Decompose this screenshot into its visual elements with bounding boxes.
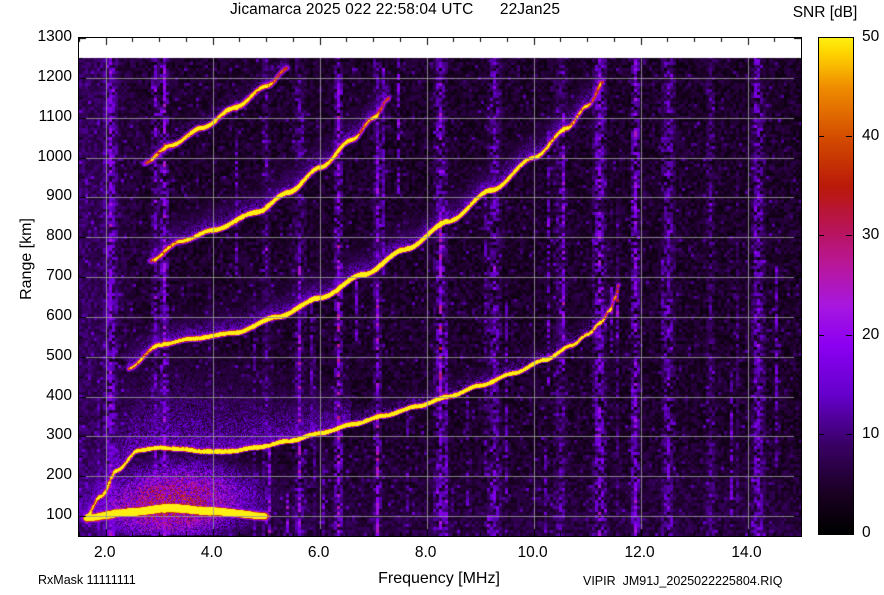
ionogram-heatmap [79,38,801,536]
colorbar [818,37,854,535]
x-tick-label: 2.0 [93,544,116,561]
colorbar-tick-mark [846,235,852,237]
y-tick-label: 900 [46,187,72,205]
rxmask-label: RxMask 11111111 [38,573,136,587]
colorbar-tick-label: 40 [862,127,880,145]
colorbar-tick-label: 30 [862,226,880,244]
y-tick-label: 800 [46,227,72,245]
colorbar-tick-mark [818,334,824,336]
y-tick-label: 500 [46,346,72,364]
x-tick-label: 6.0 [307,544,330,561]
x-tick-label: 8.0 [414,544,437,561]
x-axis-ticklabels: 2.0 4.0 6.0 8.0 10.0 12.0 14.0 [0,545,884,565]
y-axis-label: Range [km] [17,218,35,300]
colorbar-tick-label: 10 [862,424,880,442]
colorbar-tick-label: 50 [862,28,880,45]
ionogram-plot-area[interactable] [78,37,802,537]
colorbar-gradient [819,38,853,534]
colorbar-tick-mark [818,433,824,435]
y-tick-label: 1000 [37,147,72,165]
y-tick-label: 600 [46,306,72,324]
colorbar-tick-mark [846,334,852,336]
x-tick-label: 4.0 [200,544,223,561]
y-tick-label: 300 [46,426,72,444]
y-tick-label: 1300 [37,28,72,45]
x-tick-label: 14.0 [731,544,762,561]
colorbar-tick-mark [818,235,824,237]
y-tick-label: 400 [46,386,72,404]
colorbar-tick-label: 20 [862,325,880,343]
colorbar-tick-mark [846,433,852,435]
page-title: Jicamarca 2025 022 22:58:04 UTC 22Jan25 [229,1,561,18]
colorbar-tick-mark [818,136,824,138]
colorbar-title: SNR [dB] [792,4,858,21]
y-axis-ticklabels: 100 200 300 400 500 600 700 800 900 1000 1100 1200 1… [0,0,72,595]
y-tick-label: 700 [46,267,72,285]
x-tick-label: 12.0 [624,544,655,561]
y-tick-label: 1200 [37,67,72,85]
x-axis-label: Frequency [MHz] [378,570,500,587]
x-tick-label: 10.0 [517,544,548,561]
y-tick-label: 1100 [38,107,72,125]
colorbar-tick-mark [846,136,852,138]
y-tick-label: 200 [46,466,72,484]
source-file-label: VIPIR JM91J_2025022225804.RIQ [583,574,783,588]
colorbar-tick-label: 0 [862,524,871,541]
y-tick-label: 100 [46,506,72,524]
colorbar-ticklabels: 0 10 20 30 40 50 [818,28,884,550]
